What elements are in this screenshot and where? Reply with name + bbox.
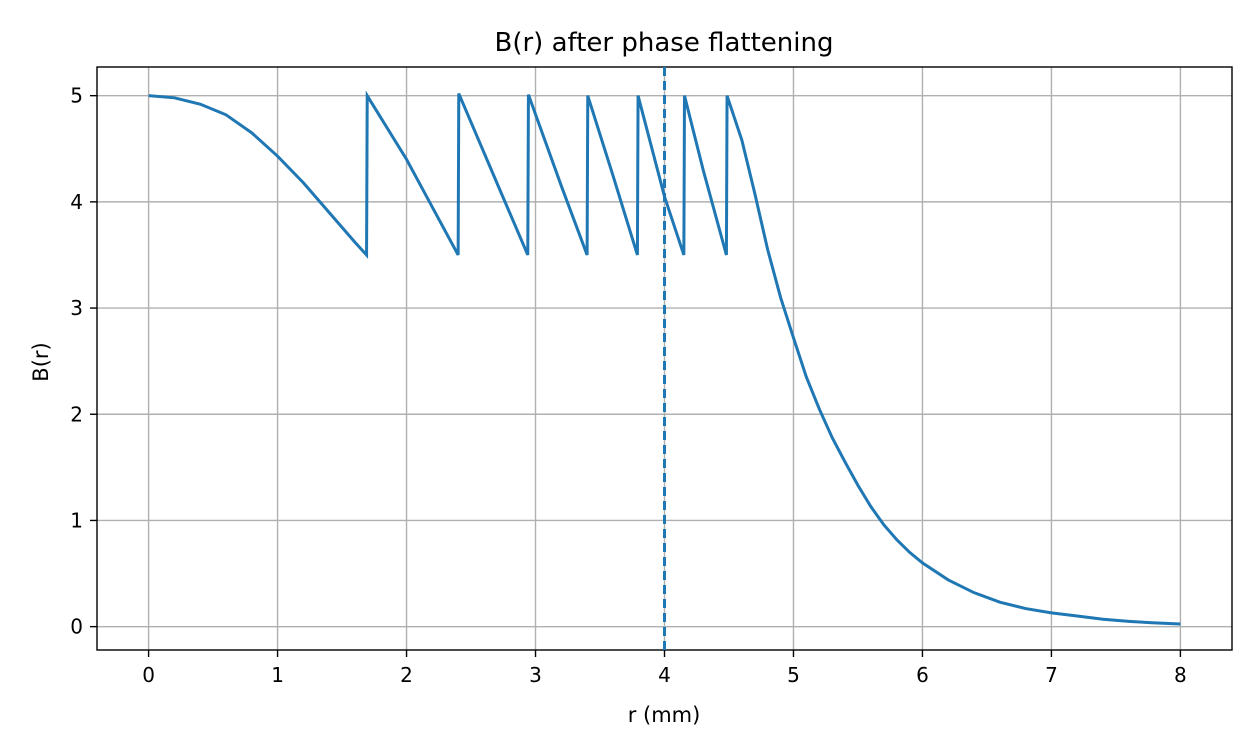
y-tick-label: 3 <box>70 296 83 320</box>
x-tick-label: 7 <box>1045 663 1058 687</box>
y-tick-label: 5 <box>70 84 83 108</box>
x-tick-label: 5 <box>787 663 800 687</box>
x-tick-label: 0 <box>142 663 155 687</box>
y-tick-label: 1 <box>70 508 83 532</box>
x-tick-label: 8 <box>1174 663 1187 687</box>
x-tick-label: 6 <box>916 663 929 687</box>
x-tick-label: 4 <box>658 663 671 687</box>
axis-ticks: 0 1 2 3 4 5 6 7 8 0 1 2 3 4 5 <box>70 84 1187 687</box>
series-line-b-r <box>148 90 1181 626</box>
x-tick-label: 1 <box>271 663 284 687</box>
y-tick-label: 0 <box>70 615 83 639</box>
y-axis-label: B(r) <box>29 342 53 381</box>
x-axis-label: r (mm) <box>628 703 701 727</box>
y-tick-label: 4 <box>70 190 83 214</box>
y-tick-label: 2 <box>70 402 83 426</box>
chart-title: B(r) after phase flattening <box>495 28 834 58</box>
x-tick-label: 2 <box>400 663 413 687</box>
x-tick-label: 3 <box>529 663 542 687</box>
